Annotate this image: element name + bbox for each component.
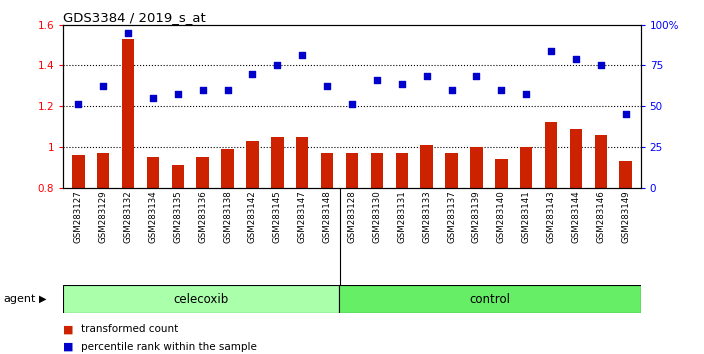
Bar: [246, 141, 258, 188]
Text: ▶: ▶: [39, 294, 46, 304]
Point: [620, 112, 631, 117]
Text: GSM283127: GSM283127: [74, 190, 83, 243]
Point: [496, 87, 507, 93]
Text: GSM283139: GSM283139: [472, 190, 481, 243]
Text: control: control: [470, 293, 510, 306]
Text: celecoxib: celecoxib: [174, 293, 229, 306]
Text: GSM283131: GSM283131: [397, 190, 406, 243]
Point: [322, 83, 333, 88]
Bar: [172, 165, 184, 188]
Bar: [296, 137, 308, 188]
Text: ■: ■: [63, 342, 74, 352]
Text: GSM283135: GSM283135: [173, 190, 182, 243]
Bar: [271, 137, 284, 188]
Text: GSM283140: GSM283140: [497, 190, 505, 243]
Bar: [495, 159, 508, 188]
Text: GSM283147: GSM283147: [298, 190, 307, 243]
Text: GSM283136: GSM283136: [199, 190, 207, 243]
Bar: [321, 153, 333, 188]
Bar: [570, 129, 582, 188]
Point: [520, 91, 532, 97]
Point: [247, 71, 258, 76]
Bar: [346, 153, 358, 188]
Bar: [339, 285, 641, 313]
Text: GSM283148: GSM283148: [322, 190, 332, 243]
Bar: [221, 149, 234, 188]
Text: GSM283146: GSM283146: [596, 190, 605, 243]
Text: GSM283133: GSM283133: [422, 190, 431, 243]
Text: GSM283145: GSM283145: [273, 190, 282, 243]
Point: [421, 73, 432, 79]
Bar: [470, 147, 483, 188]
Text: GSM283149: GSM283149: [621, 190, 630, 243]
Point: [371, 77, 382, 82]
Bar: [620, 161, 632, 188]
Text: GDS3384 / 2019_s_at: GDS3384 / 2019_s_at: [63, 11, 206, 24]
Text: agent: agent: [4, 294, 36, 304]
Point: [172, 91, 184, 97]
Point: [98, 83, 109, 88]
Text: GSM283132: GSM283132: [124, 190, 132, 243]
Point: [197, 87, 208, 93]
Text: ■: ■: [63, 324, 74, 334]
Text: GSM283144: GSM283144: [572, 190, 580, 243]
Text: GSM283142: GSM283142: [248, 190, 257, 243]
Point: [73, 101, 84, 107]
Bar: [396, 153, 408, 188]
Bar: [122, 39, 134, 188]
Bar: [520, 147, 532, 188]
Bar: [595, 135, 607, 188]
Text: GSM283128: GSM283128: [348, 190, 356, 243]
Point: [546, 48, 557, 54]
Point: [446, 87, 457, 93]
Text: GSM283129: GSM283129: [99, 190, 108, 243]
Point: [396, 81, 408, 87]
Text: GSM283141: GSM283141: [522, 190, 531, 243]
Point: [595, 63, 606, 68]
Bar: [72, 155, 84, 188]
Point: [471, 73, 482, 79]
Text: GSM283143: GSM283143: [546, 190, 555, 243]
Text: GSM283138: GSM283138: [223, 190, 232, 243]
Bar: [196, 157, 209, 188]
Point: [296, 52, 308, 58]
Point: [222, 87, 233, 93]
Point: [346, 101, 358, 107]
Point: [272, 63, 283, 68]
Bar: [146, 157, 159, 188]
Text: GSM283134: GSM283134: [149, 190, 158, 243]
Point: [147, 95, 158, 101]
Text: GSM283130: GSM283130: [372, 190, 382, 243]
Text: transformed count: transformed count: [81, 324, 178, 334]
Text: percentile rank within the sample: percentile rank within the sample: [81, 342, 257, 352]
Bar: [446, 153, 458, 188]
Text: GSM283137: GSM283137: [447, 190, 456, 243]
Bar: [97, 153, 109, 188]
Bar: [545, 122, 558, 188]
Point: [122, 30, 134, 36]
Bar: [63, 285, 339, 313]
Point: [570, 57, 582, 62]
Bar: [420, 145, 433, 188]
Bar: [371, 153, 383, 188]
